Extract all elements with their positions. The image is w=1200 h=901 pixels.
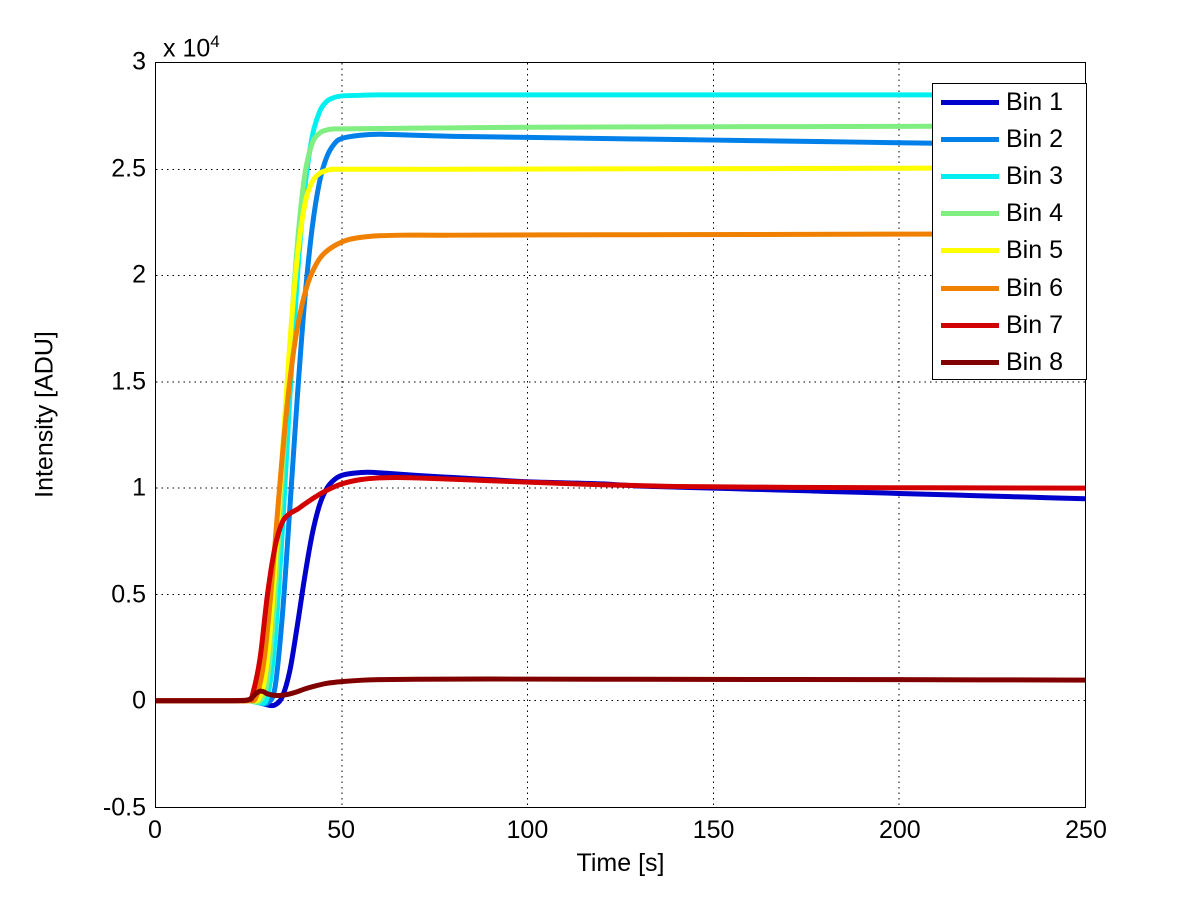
legend-item-bin-1[interactable]: Bin 1 xyxy=(933,84,1086,121)
plot-area xyxy=(155,62,1086,808)
y-axis-exponent-label: x 104 xyxy=(163,32,220,63)
x-tick-label: 200 xyxy=(878,816,921,844)
legend-item-label: Bin 6 xyxy=(1006,273,1063,302)
legend-color-swatch xyxy=(941,174,999,180)
x-axis-title: Time [s] xyxy=(576,849,665,877)
x-tick-label: 250 xyxy=(1065,816,1107,844)
series-line xyxy=(156,475,1085,704)
y-tick-label: 1 xyxy=(132,473,146,502)
legend-item-bin-2[interactable]: Bin 2 xyxy=(933,121,1086,158)
series-line xyxy=(156,469,1085,709)
series-bin-5 xyxy=(156,165,1085,704)
legend-item-bin-8[interactable]: Bin 8 xyxy=(933,344,1086,381)
legend-item-bin-5[interactable]: Bin 5 xyxy=(933,232,1086,269)
legend-item-bin-4[interactable]: Bin 4 xyxy=(933,195,1086,232)
x-tick-label: 50 xyxy=(327,816,356,844)
legend-color-swatch xyxy=(941,211,999,217)
legend-item-bin-3[interactable]: Bin 3 xyxy=(933,158,1086,195)
x-tick-label: 100 xyxy=(506,816,549,844)
y-tick-label: 1.5 xyxy=(111,367,146,396)
legend-color-swatch xyxy=(941,322,999,328)
y-axis-exponent-prefix: x 10 xyxy=(163,34,211,63)
series-bin-1 xyxy=(156,469,1085,709)
y-axis-tick-labels: -0.5 0 0.5 1 1.5 2 2.5 3 xyxy=(58,48,146,822)
legend-color-swatch xyxy=(941,137,999,143)
series-line xyxy=(156,676,1085,704)
x-tick-label: 0 xyxy=(148,816,162,844)
legend-item-bin-7[interactable]: Bin 7 xyxy=(933,307,1086,344)
x-tick-label: 150 xyxy=(692,816,735,844)
legend-color-swatch xyxy=(941,100,999,106)
y-tick-label: 0 xyxy=(132,686,146,715)
legend-color-swatch xyxy=(941,285,999,291)
legend-item-label: Bin 2 xyxy=(1006,125,1063,154)
legend-item-bin-6[interactable]: Bin 6 xyxy=(933,269,1086,306)
legend-item-label: Bin 8 xyxy=(1006,347,1063,376)
plot-svg xyxy=(156,63,1085,807)
y-tick-label: 2 xyxy=(132,260,146,289)
legend: Bin 1 Bin 2 Bin 3 Bin 4 Bin 5 Bin 6 Bin 7 Bin 8 xyxy=(932,83,1087,380)
legend-color-swatch xyxy=(941,359,999,365)
legend-item-label: Bin 3 xyxy=(1006,162,1063,191)
legend-item-label: Bin 7 xyxy=(1006,310,1063,339)
series-line xyxy=(156,165,1085,704)
y-axis-title: Intensity [ADU] xyxy=(30,331,59,498)
legend-color-swatch xyxy=(941,248,999,254)
y-tick-label: 0.5 xyxy=(111,580,146,609)
y-tick-label: -0.5 xyxy=(102,793,146,822)
y-tick-label: 3 xyxy=(132,47,146,76)
x-axis-tick-labels: 0 50 100 150 200 250 xyxy=(148,816,1107,848)
legend-item-label: Bin 5 xyxy=(1006,236,1063,265)
series-bin-8 xyxy=(156,676,1085,704)
y-axis-exponent-power: 4 xyxy=(210,32,220,51)
series-bin-7 xyxy=(156,475,1085,704)
y-tick-label: 2.5 xyxy=(111,154,146,183)
legend-item-label: Bin 1 xyxy=(1006,88,1063,117)
legend-item-label: Bin 4 xyxy=(1006,199,1063,228)
